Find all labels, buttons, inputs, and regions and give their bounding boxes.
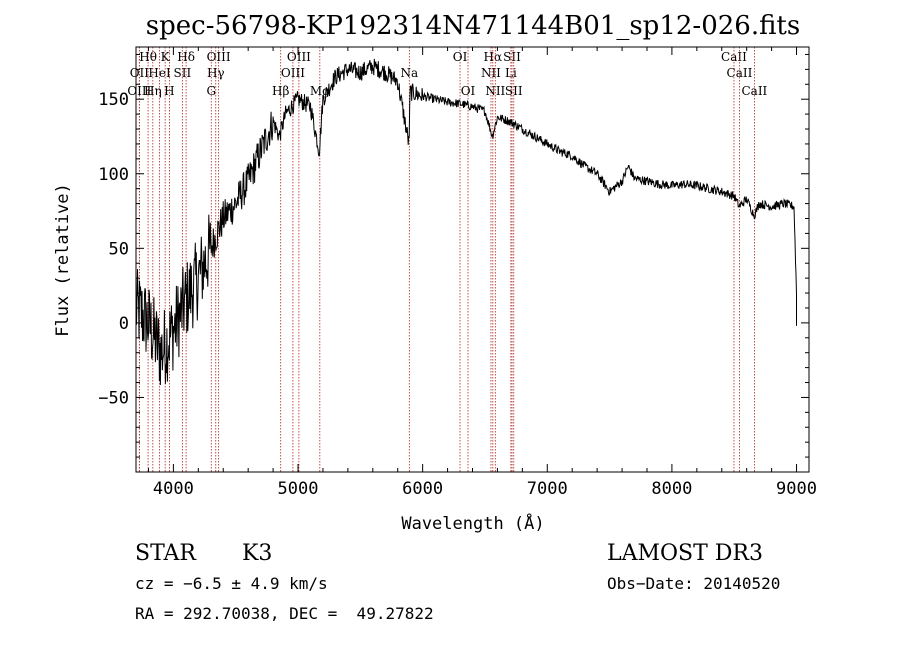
- x-tick-label: 5000: [278, 479, 319, 499]
- line-marker-label: Hγ: [207, 66, 225, 80]
- x-axis-label: Wavelength (Å): [401, 512, 544, 534]
- line-marker-label: Hη: [144, 84, 162, 98]
- line-marker-label: H: [164, 84, 174, 98]
- line-marker-label: OIII: [207, 50, 231, 64]
- redshift-readout: cz = −6.5 ± 4.9 km/s: [135, 574, 328, 593]
- line-marker-label: SII: [505, 84, 523, 98]
- chart-title: spec-56798-KP192314N471144B01_sp12-026.f…: [146, 11, 800, 41]
- line-marker-label: G: [206, 84, 216, 98]
- line-marker-label: CaII: [721, 50, 747, 64]
- line-marker-label: SII: [174, 66, 192, 80]
- line-marker-label: Na: [400, 66, 418, 80]
- spectral-subclass: K3: [242, 541, 273, 566]
- line-marker-label: Mg: [310, 84, 330, 98]
- object-class: STAR: [135, 541, 196, 566]
- line-marker-label: CaII: [727, 66, 753, 80]
- line-marker-label: OI: [461, 84, 476, 98]
- survey-name: LAMOST DR3: [607, 541, 763, 566]
- spectrum-line: [135, 58, 797, 386]
- line-marker-label: NII: [485, 84, 505, 98]
- y-axis-label: Flux (relative): [53, 183, 73, 337]
- line-marker-label: SII: [503, 50, 521, 64]
- line-marker-label: Hδ: [177, 50, 195, 64]
- line-marker-label: OII: [130, 66, 150, 80]
- line-marker-label: OIII: [281, 66, 305, 80]
- coordinates-readout: RA = 292.70038, DEC = 49.27822: [135, 604, 434, 623]
- observation-date: Obs−Date: 20140520: [607, 574, 781, 593]
- line-marker-label: CaII: [741, 84, 767, 98]
- line-marker-label: HeI: [148, 66, 171, 80]
- line-marker-label: NII: [481, 66, 501, 80]
- x-tick-label: 7000: [527, 479, 568, 499]
- y-tick-label: 0: [119, 314, 129, 334]
- x-tick-label: 8000: [651, 479, 692, 499]
- line-marker-label: Hα: [484, 50, 503, 64]
- y-tick-label: 100: [98, 165, 129, 185]
- line-marker-label: Li: [505, 66, 517, 80]
- line-marker-label: Hθ: [139, 50, 157, 64]
- line-marker-label: Hβ: [272, 84, 289, 98]
- y-tick-label: 50: [109, 239, 129, 259]
- line-marker-label: OIII: [287, 50, 311, 64]
- line-marker-label: OIII: [127, 84, 151, 98]
- axes: 4000 5000 6000 7000 8000 9000 −50 0 50 100 150: [98, 47, 817, 499]
- y-tick-label: 150: [98, 90, 129, 110]
- plot-frame: [135, 46, 810, 473]
- x-tick-label: 4000: [153, 479, 194, 499]
- line-marker-label: OI: [453, 50, 468, 64]
- y-tick-label: −50: [98, 388, 129, 408]
- x-tick-label: 9000: [776, 479, 817, 499]
- x-tick-label: 6000: [402, 479, 443, 499]
- line-marker-label: K: [161, 50, 171, 64]
